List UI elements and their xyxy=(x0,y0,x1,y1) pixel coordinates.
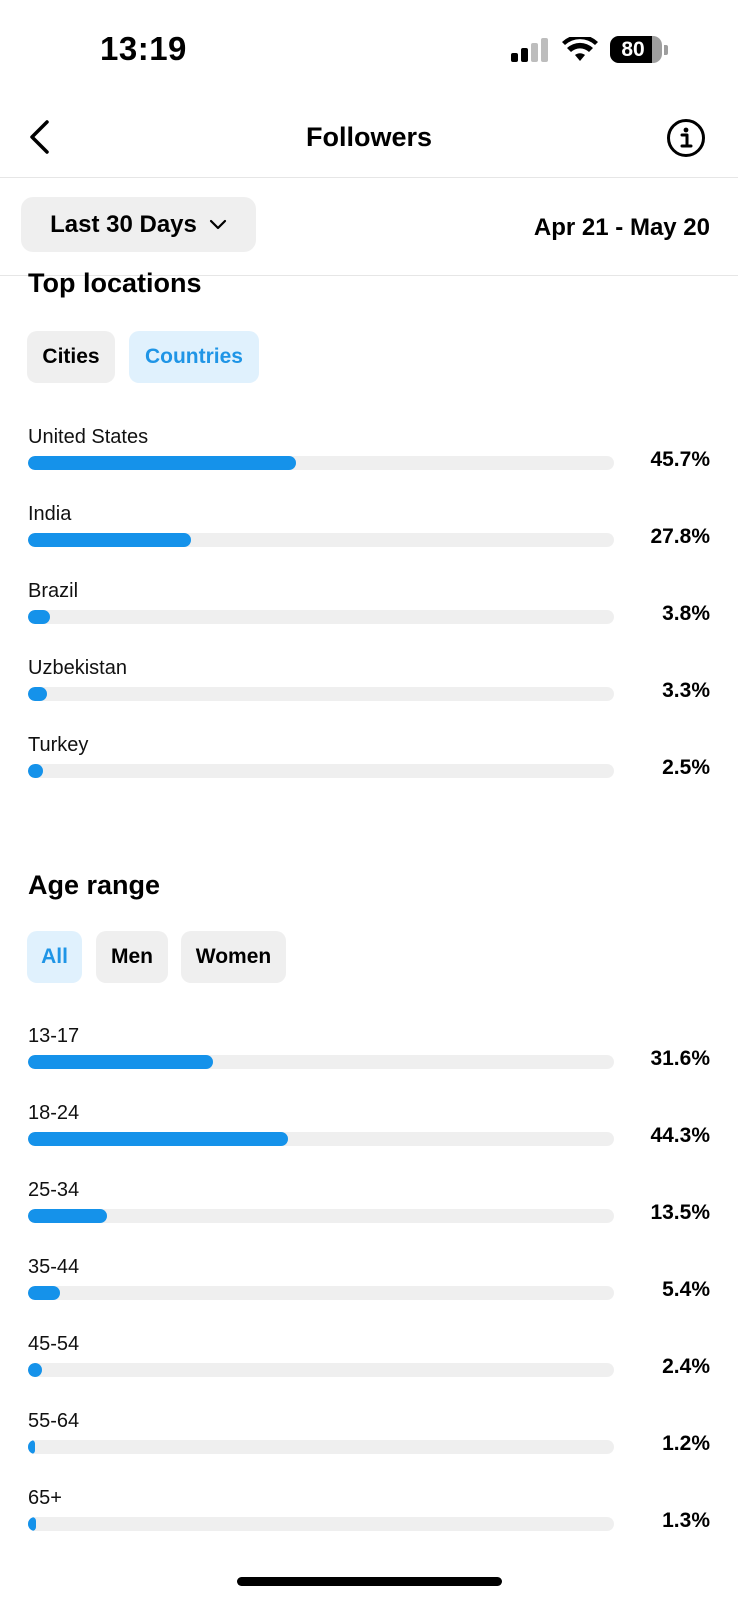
home-indicator xyxy=(237,1577,502,1586)
age-bar-fill xyxy=(28,1055,214,1069)
location-row: United States 45.7% xyxy=(0,426,738,501)
age-bar-fill xyxy=(28,1363,43,1377)
age-row: 35-44 5.4% xyxy=(0,1256,738,1331)
tab-all[interactable]: All xyxy=(27,931,82,983)
tab-women[interactable]: Women xyxy=(181,931,286,983)
age-row: 25-34 13.5% xyxy=(0,1179,738,1254)
age-percentage: 44.3% xyxy=(650,1124,710,1147)
location-bar-fill xyxy=(28,764,43,778)
age-percentage: 31.6% xyxy=(650,1047,710,1070)
age-bar-fill xyxy=(28,1286,60,1300)
location-percentage: 3.8% xyxy=(662,602,710,625)
location-bar-fill xyxy=(28,456,296,470)
battery-indicator: 80 xyxy=(610,36,668,63)
age-row: 55-64 1.2% xyxy=(0,1410,738,1485)
age-percentage: 2.4% xyxy=(662,1355,710,1378)
battery-level: 80 xyxy=(621,37,645,61)
age-bar-track xyxy=(28,1517,614,1531)
back-button[interactable] xyxy=(18,115,62,159)
age-percentage: 1.3% xyxy=(662,1509,710,1532)
location-bar-track xyxy=(28,764,614,778)
age-bracket: 18-24 xyxy=(28,1102,80,1124)
chevron-down-icon xyxy=(209,219,226,229)
age-percentage: 1.2% xyxy=(662,1432,710,1455)
date-range-dropdown[interactable]: Last 30 Days xyxy=(21,197,256,252)
location-bar-fill xyxy=(28,533,191,547)
date-range-text: Apr 21 - May 20 xyxy=(533,214,710,241)
age-row: 45-54 2.4% xyxy=(0,1333,738,1408)
tab-men[interactable]: Men xyxy=(96,931,168,983)
location-row: India 27.8% xyxy=(0,503,738,578)
status-icons: 80 xyxy=(510,36,668,63)
chevron-left-icon xyxy=(30,120,49,154)
top-locations-title: Top locations xyxy=(28,268,202,298)
location-bar-fill xyxy=(28,687,48,701)
info-button[interactable] xyxy=(664,116,708,160)
age-bracket: 13-17 xyxy=(28,1025,80,1047)
location-name: Brazil xyxy=(28,580,79,602)
age-row: 13-17 31.6% xyxy=(0,1025,738,1100)
location-bar-fill xyxy=(28,610,51,624)
location-row: Uzbekistan 3.3% xyxy=(0,657,738,732)
battery-icon: 80 xyxy=(610,36,662,63)
age-range-title: Age range xyxy=(28,870,161,900)
age-bracket: 45-54 xyxy=(28,1333,80,1355)
age-bracket: 65+ xyxy=(28,1487,62,1509)
tab-cities[interactable]: Cities xyxy=(27,331,115,383)
location-percentage: 2.5% xyxy=(662,756,710,779)
location-bar-track xyxy=(28,687,614,701)
cellular-signal-icon xyxy=(511,37,548,62)
location-bar-track xyxy=(28,610,614,624)
location-name: Uzbekistan xyxy=(28,657,127,679)
page-title: Followers xyxy=(305,122,433,152)
age-percentage: 13.5% xyxy=(650,1201,710,1224)
filter-row: Last 30 Days Apr 21 - May 20 xyxy=(0,178,738,276)
nav-bar: Followers xyxy=(0,100,738,178)
info-icon xyxy=(667,119,705,157)
status-time: 13:19 xyxy=(100,30,187,67)
location-name: India xyxy=(28,503,72,525)
age-bar-fill xyxy=(28,1517,36,1531)
age-bar-track xyxy=(28,1286,614,1300)
age-bracket: 55-64 xyxy=(28,1410,80,1432)
location-row: Brazil 3.8% xyxy=(0,580,738,655)
wifi-icon xyxy=(562,36,598,61)
age-bar-track xyxy=(28,1363,614,1377)
age-row: 65+ 1.3% xyxy=(0,1487,738,1562)
date-range-dropdown-label: Last 30 Days xyxy=(50,210,197,238)
location-percentage: 45.7% xyxy=(650,448,710,471)
age-bar-track xyxy=(28,1132,614,1146)
age-bracket: 25-34 xyxy=(28,1179,80,1201)
age-percentage: 5.4% xyxy=(662,1278,710,1301)
status-bar: 13:19 80 xyxy=(0,0,738,100)
age-bar-track xyxy=(28,1209,614,1223)
age-bar-fill xyxy=(28,1209,108,1223)
location-row: Turkey 2.5% xyxy=(0,734,738,809)
location-name: Turkey xyxy=(28,734,89,756)
age-bar-track xyxy=(28,1440,614,1454)
age-bar-track xyxy=(28,1055,614,1069)
location-percentage: 3.3% xyxy=(662,679,710,702)
age-bar-fill xyxy=(28,1132,288,1146)
location-name: United States xyxy=(28,426,149,448)
age-bar-fill xyxy=(28,1440,36,1454)
location-bar-track xyxy=(28,533,614,547)
age-bracket: 35-44 xyxy=(28,1256,80,1278)
location-bar-track xyxy=(28,456,614,470)
tab-countries[interactable]: Countries xyxy=(129,331,259,383)
location-percentage: 27.8% xyxy=(650,525,710,548)
age-row: 18-24 44.3% xyxy=(0,1102,738,1177)
